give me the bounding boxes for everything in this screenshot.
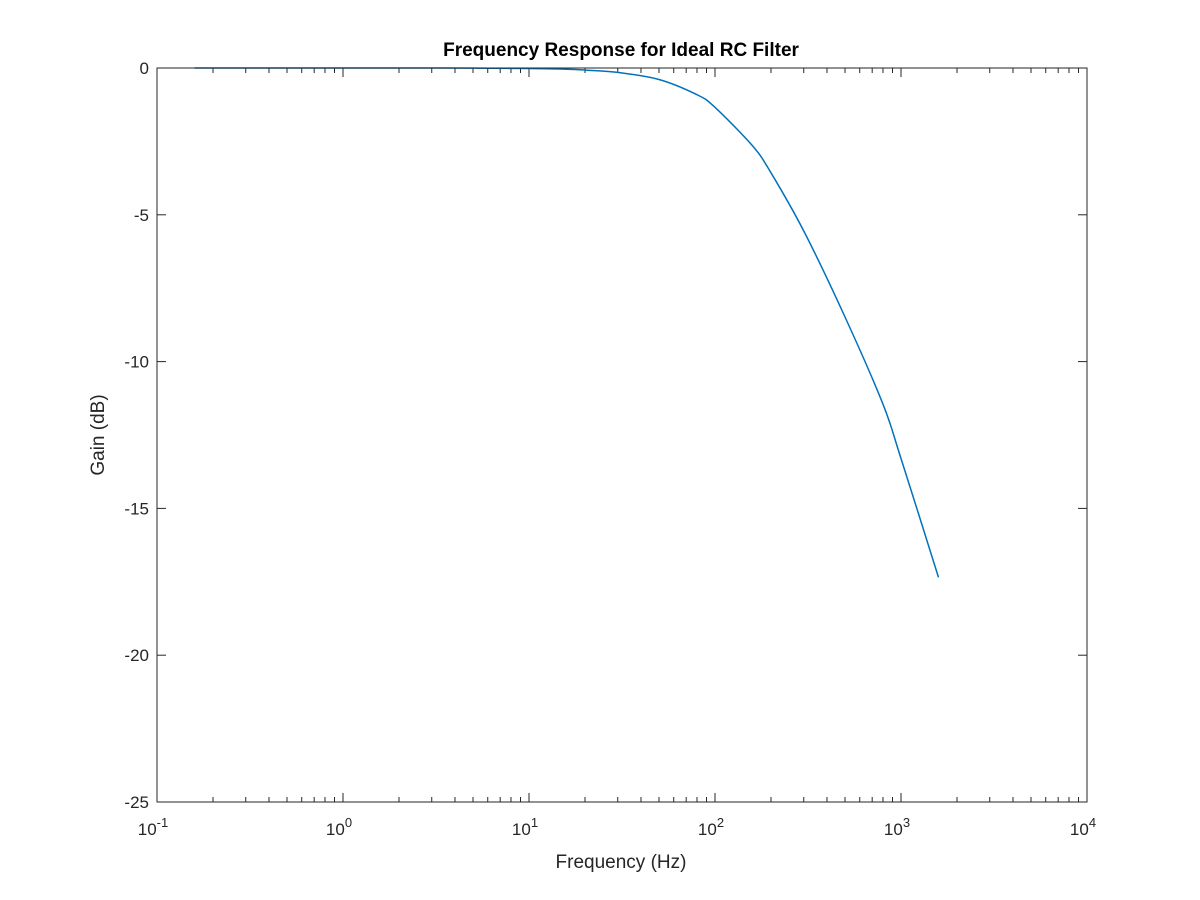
y-tick-label: 0 [140, 59, 149, 78]
x-tick-label: 103 [884, 815, 910, 839]
x-tick-label: 104 [1070, 815, 1096, 839]
y-tick-label: -25 [124, 793, 149, 812]
y-tick-label: -10 [124, 353, 149, 372]
y-tick-label: -15 [124, 499, 149, 518]
x-tick-label: 101 [512, 815, 538, 839]
chart-title: Frequency Response for Ideal RC Filter [443, 40, 799, 61]
x-tick-label: 100 [326, 815, 352, 839]
plot-frame [156, 67, 1088, 803]
y-tick-label: -20 [124, 646, 149, 665]
y-axis-label: Gain (dB) [88, 394, 109, 475]
x-tick-label: 10-1 [138, 815, 168, 839]
x-tick-label: 102 [698, 815, 724, 839]
x-axis-label: Frequency (Hz) [556, 852, 687, 873]
y-tick-label: -5 [134, 206, 149, 225]
plot-area [157, 68, 1087, 802]
